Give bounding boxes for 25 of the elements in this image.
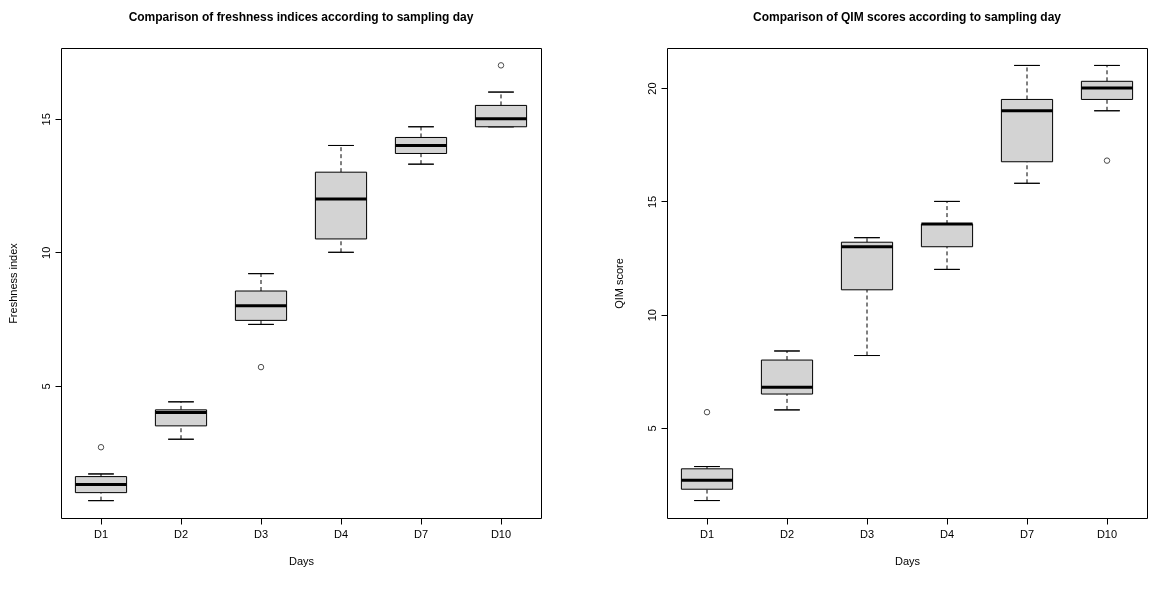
y-axis-title: Freshness index [6, 242, 19, 324]
x-tick-label: D2 [779, 527, 795, 540]
y-tick-label: 15 [645, 195, 658, 209]
x-tick-label: D10 [490, 527, 512, 540]
y-tick-label: 15 [39, 113, 52, 126]
chart-title: Comparison of freshness indices according to sampling day [128, 10, 474, 24]
x-tick-label: D3 [859, 527, 875, 540]
y-tick-label: 5 [645, 425, 658, 432]
x-tick-label: D1 [699, 527, 715, 540]
y-tick-label: 5 [39, 383, 52, 390]
x-tick-label: D10 [1096, 527, 1118, 540]
x-tick-label: D4 [333, 527, 349, 540]
x-tick-label: D7 [413, 527, 429, 540]
x-tick-label: D1 [93, 527, 109, 540]
y-tick-label: 20 [645, 82, 658, 95]
y-tick-label: 10 [645, 309, 658, 322]
x-axis-title: Days [894, 554, 921, 567]
y-tick-label: 10 [39, 246, 52, 259]
x-tick-label: D4 [939, 527, 955, 540]
y-axis-title: QIM score [612, 258, 625, 309]
x-tick-label: D7 [1019, 527, 1035, 540]
chart-title: Comparison of QIM scores according to sampling day [752, 10, 1062, 24]
x-tick-label: D3 [253, 527, 269, 540]
x-tick-label: D2 [173, 527, 189, 540]
x-axis-title: Days [288, 554, 315, 567]
